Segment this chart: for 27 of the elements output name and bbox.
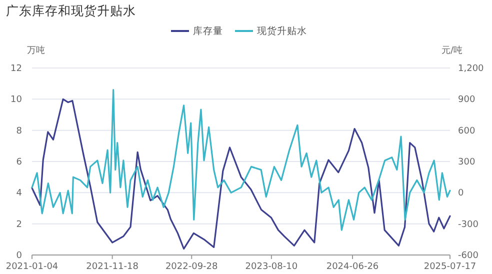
y2-tick-label: 600 xyxy=(458,126,476,136)
y2-tick-label: 0 xyxy=(458,188,464,199)
y2-tick-label: -300 xyxy=(458,220,479,230)
y2-tick-label: -600 xyxy=(458,251,479,261)
x-tick-label: 2024-06-26 xyxy=(326,262,379,272)
chart-title: 广东库存和现货升贴水 xyxy=(6,3,136,18)
y-tick-label: 0 xyxy=(16,251,22,261)
y-axis-title: 万吨 xyxy=(27,45,45,56)
x-tick-label: 2021-11-18 xyxy=(86,262,139,272)
y-tick-label: 8 xyxy=(16,126,22,136)
legend-label: 现货升贴水 xyxy=(257,25,307,37)
y2-tick-label: 900 xyxy=(458,95,476,106)
y2-axis-title: 元/吨 xyxy=(441,45,463,56)
y-tick-label: 6 xyxy=(16,158,22,168)
y-tick-label: 2 xyxy=(16,220,22,230)
y-tick-label: 12 xyxy=(10,64,22,74)
y-tick-label: 4 xyxy=(16,188,22,199)
y2-tick-label: 1,200 xyxy=(458,64,484,74)
line-series xyxy=(31,89,451,231)
x-tick-label: 2021-01-04 xyxy=(6,262,58,272)
x-tick-label: 2022-09-28 xyxy=(165,262,218,272)
legend-label: 库存量 xyxy=(193,25,223,37)
x-tick-label: 2023-08-10 xyxy=(245,262,298,272)
x-tick-label: 2025-07-17 xyxy=(424,262,476,272)
y2-tick-label: 300 xyxy=(458,158,476,168)
y-tick-label: 10 xyxy=(10,95,22,106)
line-series xyxy=(31,98,451,250)
